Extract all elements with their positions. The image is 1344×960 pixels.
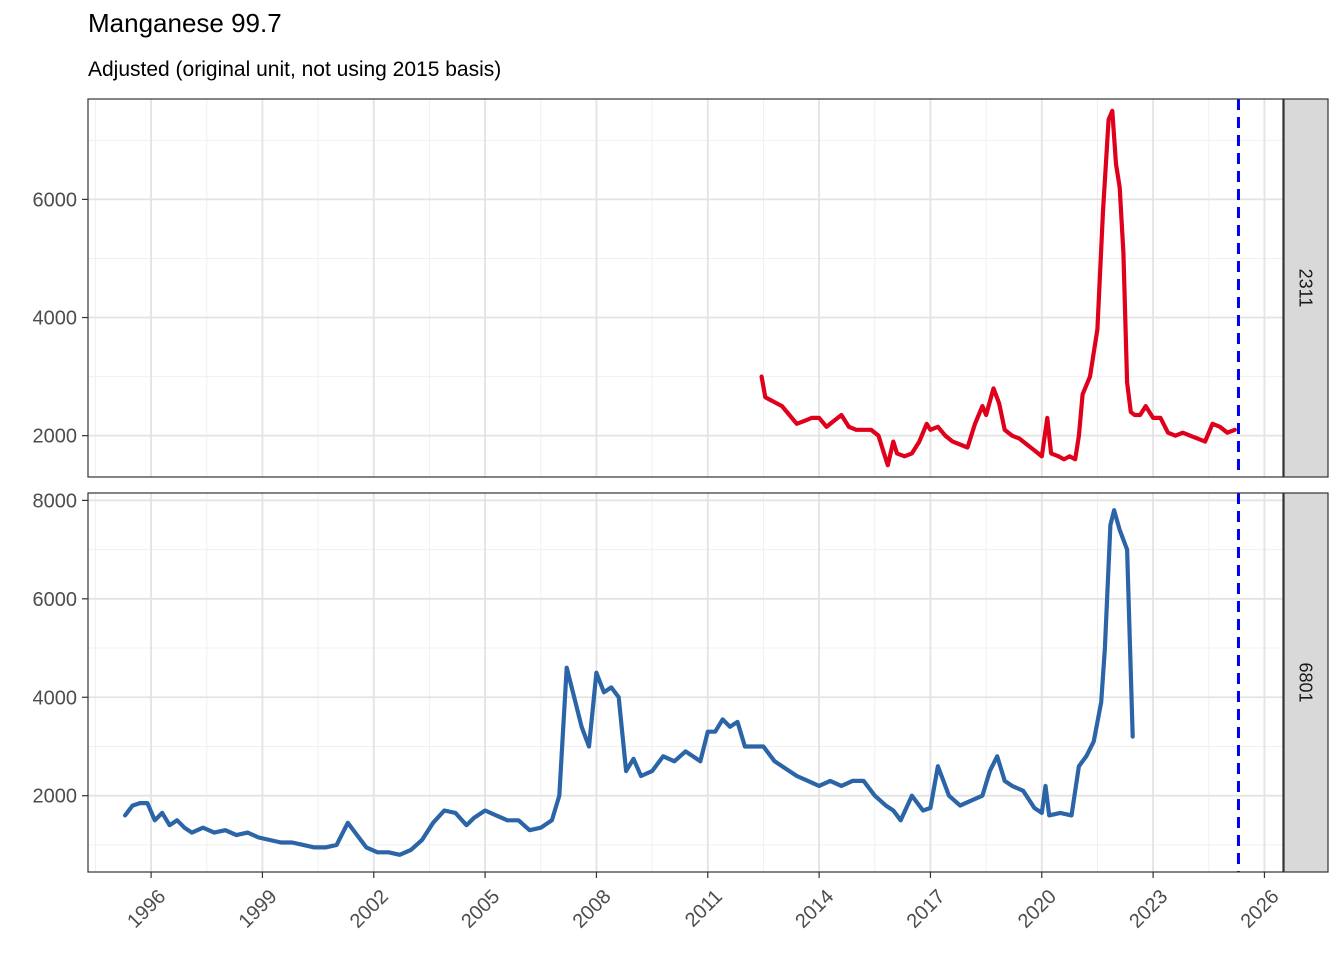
x-tick-label: 2002 — [346, 886, 393, 933]
panel-2311: 2000 4000 6000 2311 — [33, 98, 1329, 478]
x-tick-label: 2008 — [569, 886, 616, 933]
x-tick-label: 2023 — [1125, 886, 1172, 933]
y-tick-label: 8000 — [33, 490, 78, 512]
facet-strip — [1283, 98, 1329, 478]
x-tick-label: 1999 — [235, 886, 282, 933]
chart-title: Manganese 99.7 — [88, 8, 282, 38]
facet-strip — [1283, 492, 1329, 873]
series-line-2311 — [759, 108, 1237, 468]
y-tick-label: 4000 — [33, 687, 78, 709]
facet-strip-label: 2311 — [1296, 269, 1316, 308]
panel-6801: 2000 4000 6000 8000 6801 — [33, 490, 1329, 873]
chart-subtitle: Adjusted (original unit, not using 2015 … — [88, 58, 502, 81]
y-tick-label: 4000 — [33, 308, 78, 330]
y-tick-label: 2000 — [33, 786, 78, 808]
y-tick-label: 2000 — [33, 426, 78, 448]
x-tick-label: 2014 — [791, 886, 838, 933]
x-tick-label: 2020 — [1014, 886, 1061, 933]
y-tick-label: 6000 — [33, 189, 78, 211]
y-tick-label: 6000 — [33, 589, 78, 611]
facet-strip-label: 6801 — [1296, 662, 1316, 702]
x-tick-label: 2005 — [457, 886, 504, 933]
series-line-6801 — [122, 508, 1135, 857]
x-tick-label: 2017 — [903, 886, 950, 933]
x-tick-label: 1996 — [123, 886, 170, 933]
x-tick-label: 2011 — [681, 886, 727, 932]
panel-border — [87, 98, 1284, 478]
x-tick-label: 2026 — [1237, 886, 1284, 933]
panel-border — [87, 492, 1284, 873]
